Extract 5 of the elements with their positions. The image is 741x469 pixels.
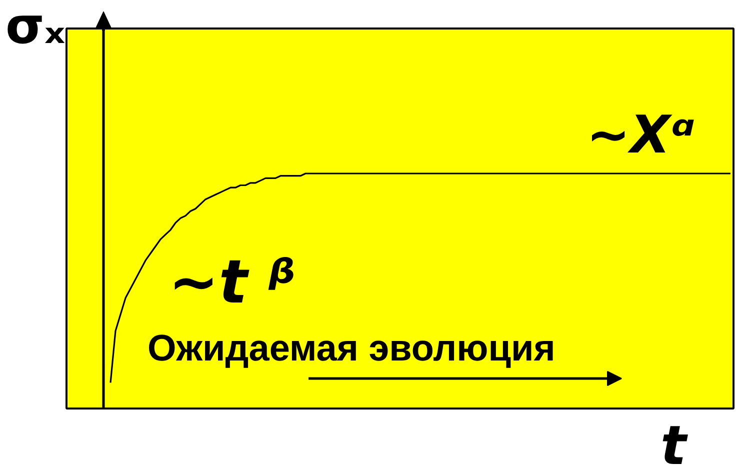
text: ~Xᵅ [586,105,696,166]
y-axis-title: σₓ [6,0,66,55]
annotation: ~t ᵝ [168,248,296,318]
x-axis-title: t [660,414,688,469]
annotation: Ожидаемая эволюция [148,328,556,369]
